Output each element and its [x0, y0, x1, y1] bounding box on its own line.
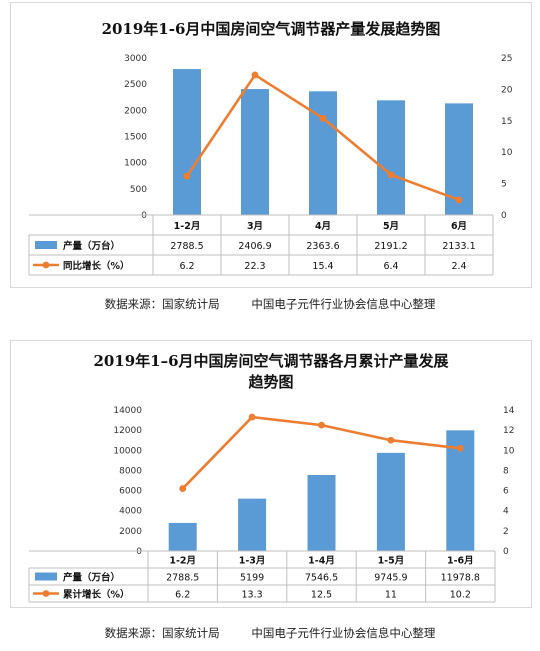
line-value-label: 12.5	[311, 590, 332, 601]
bar	[241, 89, 269, 215]
y-right-tick-label: 10	[503, 446, 515, 456]
line-value-label: 2.4	[451, 261, 466, 272]
legend-line-label: 同比增长（%）	[63, 260, 130, 272]
category-label: 6月	[451, 221, 467, 232]
bar	[377, 100, 405, 215]
bar	[173, 69, 201, 215]
y-left-tick-label: 1500	[124, 133, 147, 143]
line-point	[248, 413, 256, 421]
y-left-tick-label: 500	[130, 185, 147, 195]
bar	[376, 452, 405, 551]
category-label: 4月	[315, 221, 331, 232]
line-value-label: 6.2	[179, 261, 194, 272]
source-label: 数据来源：国家统计局	[104, 626, 220, 640]
y-left-tick-label: 2500	[124, 80, 147, 90]
y-left-tick-label: 8000	[119, 466, 142, 476]
y-right-tick-label: 8	[503, 466, 509, 476]
y-left-tick-label: 6000	[119, 487, 142, 497]
y-right-tick-label: 5	[501, 180, 507, 190]
line-value-label: 6.2	[175, 590, 190, 601]
line-point	[387, 436, 395, 444]
category-label: 1-2月	[174, 221, 201, 232]
y-left-tick-label: 1000	[124, 159, 147, 169]
y-right-tick-label: 6	[503, 487, 509, 497]
bar-value-label: 2133.1	[442, 241, 475, 252]
line-value-label: 6.4	[383, 261, 398, 272]
source-note-2: 数据来源：国家统计局 中国电子元件行业协会信息中心整理	[0, 625, 540, 641]
line-value-label: 11	[385, 590, 397, 601]
y-right-tick-label: 25	[501, 54, 512, 64]
bar-value-label: 7546.5	[305, 573, 338, 584]
y-right-tick-label: 20	[501, 85, 513, 95]
bar	[238, 498, 267, 551]
chart-panel-cumulative: 2019年1–6月中国房间空气调节器各月累计产量发展 趋势图 0 2000 4000 60…	[10, 340, 532, 608]
legend-bar-swatch	[35, 241, 57, 249]
source-org: 中国电子元件行业协会信息中心整理	[251, 626, 436, 640]
legend-bar-swatch	[35, 572, 57, 581]
y-right-tick-label: 14	[503, 406, 515, 416]
category-label: 5月	[383, 221, 399, 232]
bar	[307, 474, 336, 551]
line-point	[183, 172, 191, 180]
bar-value-label: 2788.5	[166, 573, 199, 584]
y-right-tick-label: 10	[501, 148, 513, 158]
bar-value-label: 5199	[240, 573, 264, 584]
source-label: 数据来源：国家统计局	[104, 297, 220, 311]
category-label: 1-6月	[447, 556, 474, 567]
line-value-label: 13.3	[242, 590, 263, 601]
line-value-label: 15.4	[312, 261, 333, 272]
y-right-tick-label: 15	[501, 117, 512, 127]
line-value-label: 22.3	[244, 261, 265, 272]
line-point	[251, 71, 259, 79]
bar-value-label: 2788.5	[170, 241, 203, 252]
bar	[168, 522, 197, 551]
y-left-tick-label: 0	[136, 547, 142, 557]
bar-value-label: 2363.6	[306, 241, 339, 252]
category-label: 1-3月	[239, 556, 266, 567]
y-left-tick-label: 12000	[113, 426, 142, 436]
chart-panel-monthly: 2019年1-6月中国房间空气调节器产量发展趋势图 0 500 1000 1500 200…	[10, 2, 532, 288]
category-label: 3月	[247, 221, 263, 232]
y-right-tick-label: 4	[503, 507, 509, 517]
line-point	[387, 171, 395, 179]
chart-title: 2019年1–6月中国房间空气调节器各月累计产量发展	[93, 352, 448, 370]
line-value-label: 10.2	[450, 590, 471, 601]
line-point	[456, 444, 464, 452]
bar-value-label: 2191.2	[374, 241, 407, 252]
legend-line-marker	[42, 590, 50, 597]
source-org: 中国电子元件行业协会信息中心整理	[251, 297, 436, 311]
line-point	[455, 196, 463, 204]
line-point	[319, 114, 327, 122]
y-left-tick-label: 2000	[124, 106, 147, 116]
category-label: 1-4月	[308, 556, 335, 567]
chart-title: 2019年1-6月中国房间空气调节器产量发展趋势图	[102, 20, 441, 38]
monthly-output-chart: 2019年1-6月中国房间空气调节器产量发展趋势图050010001500200…	[28, 20, 513, 276]
y-left-tick-label: 2000	[119, 527, 142, 537]
bar	[309, 91, 337, 215]
legend-line-marker	[42, 261, 50, 269]
y-left-tick-label: 4000	[119, 507, 142, 517]
y-left-tick-label: 3000	[124, 54, 147, 64]
y-right-tick-label: 2	[503, 527, 509, 537]
y-right-tick-label: 12	[503, 426, 514, 436]
cumulative-output-chart: 2019年1–6月中国房间空气调节器各月累计产量发展趋势图02000400060…	[28, 352, 515, 603]
y-left-tick-label: 0	[141, 211, 147, 221]
bar-value-label: 9745.9	[374, 573, 407, 584]
line-point	[179, 485, 187, 492]
y-right-tick-label: 0	[501, 211, 507, 221]
category-label: 1-2月	[169, 556, 196, 567]
y-right-tick-label: 0	[503, 547, 509, 557]
y-left-tick-label: 10000	[113, 446, 142, 456]
category-label: 1-5月	[378, 556, 405, 567]
bar-value-label: 2406.9	[238, 241, 271, 252]
legend-bar-label: 产量（万台）	[63, 240, 120, 252]
line-point	[318, 421, 325, 429]
chart-title: 趋势图	[248, 373, 293, 391]
bar-value-label: 11978.8	[441, 573, 480, 584]
legend-bar-label: 产量（万台）	[63, 572, 120, 584]
source-note-1: 数据来源：国家统计局 中国电子元件行业协会信息中心整理	[0, 296, 540, 312]
legend-line-label: 累计增长（%）	[63, 589, 130, 601]
y-left-tick-label: 14000	[113, 406, 142, 416]
